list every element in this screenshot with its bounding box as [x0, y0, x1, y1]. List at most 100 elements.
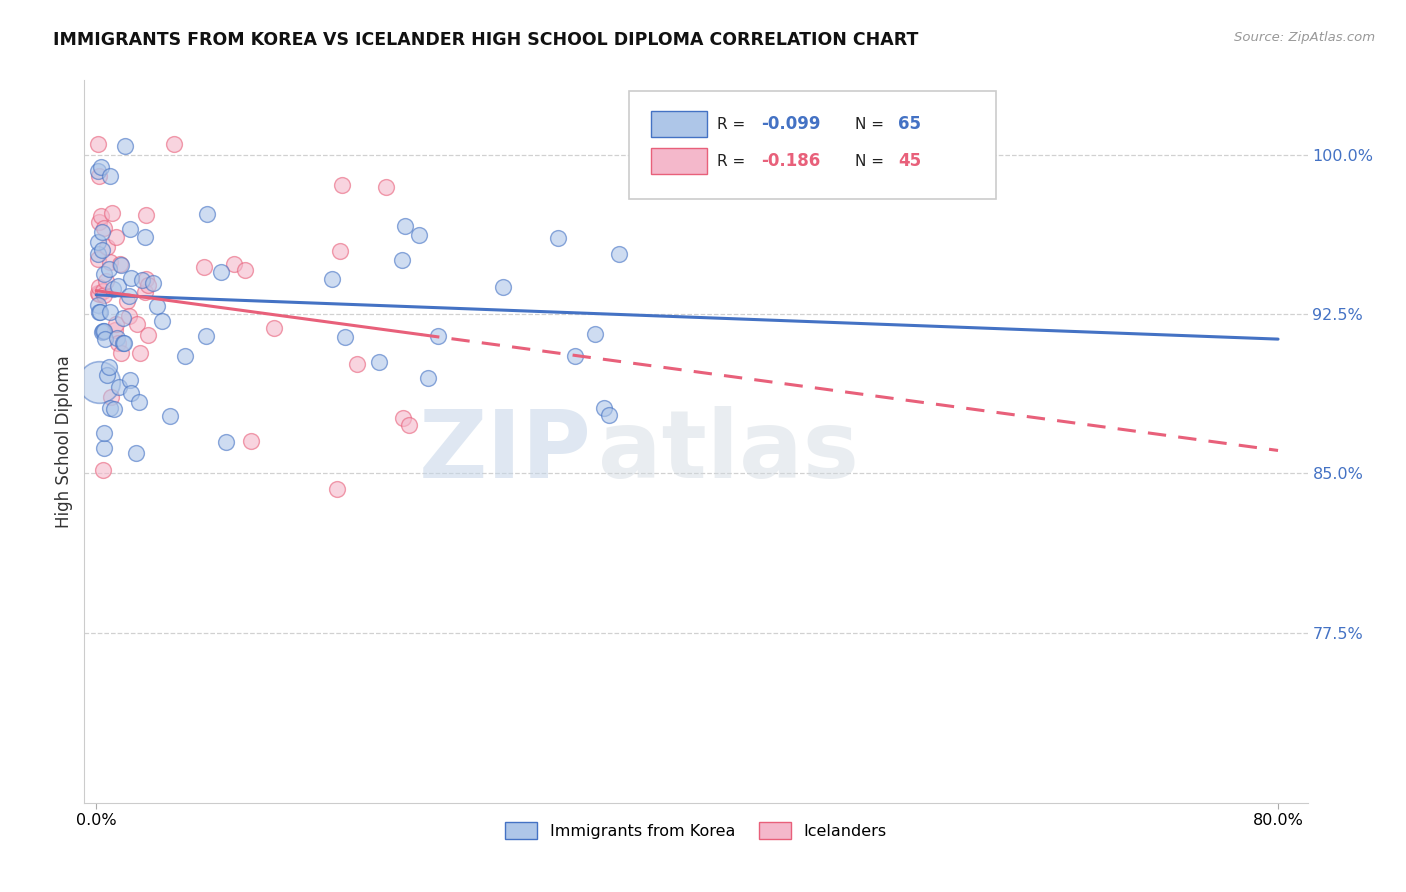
Point	[418, 370, 440, 384]
Point	[93, 288, 115, 302]
Point	[193, 260, 215, 274]
Point	[87, 169, 110, 183]
Y-axis label: High School Diploma: High School Diploma	[55, 355, 73, 528]
Point	[104, 323, 127, 337]
FancyBboxPatch shape	[651, 112, 707, 137]
Point	[110, 346, 132, 360]
Point	[136, 278, 159, 293]
Point	[93, 425, 115, 440]
Point	[209, 265, 232, 279]
Point	[128, 395, 150, 409]
Text: atlas: atlas	[598, 407, 859, 499]
Point	[97, 360, 120, 375]
Point	[94, 332, 117, 346]
Point	[86, 285, 108, 300]
Point	[91, 284, 114, 298]
Point	[326, 482, 349, 496]
Legend: Immigrants from Korea, Icelanders: Immigrants from Korea, Icelanders	[499, 816, 893, 846]
Point	[329, 244, 352, 259]
Point	[93, 441, 115, 455]
Point	[118, 373, 141, 387]
Point	[346, 357, 368, 371]
Point	[86, 246, 108, 260]
Point	[367, 355, 389, 369]
Point	[90, 160, 112, 174]
Point	[131, 273, 153, 287]
Point	[159, 409, 181, 423]
Point	[125, 317, 148, 331]
Point	[87, 305, 110, 319]
Text: ZIP: ZIP	[419, 407, 592, 499]
Point	[96, 239, 118, 253]
Point	[91, 244, 114, 258]
Point	[492, 280, 515, 294]
Point	[98, 169, 121, 184]
Point	[392, 411, 415, 425]
Point	[105, 331, 128, 345]
Point	[125, 446, 148, 460]
Point	[173, 349, 195, 363]
Point	[110, 258, 132, 272]
Text: -0.099: -0.099	[761, 115, 820, 133]
Point	[101, 282, 124, 296]
Point	[195, 329, 218, 343]
Point	[97, 261, 120, 276]
Point	[135, 272, 157, 286]
Point	[598, 409, 620, 423]
Point	[91, 324, 114, 338]
Point	[120, 271, 142, 285]
Point	[118, 289, 141, 303]
Point	[89, 305, 111, 319]
Point	[96, 274, 118, 288]
Point	[93, 268, 115, 282]
Point	[120, 222, 142, 236]
Point	[101, 206, 124, 220]
Point	[233, 263, 256, 277]
Point	[89, 375, 111, 389]
Point	[583, 326, 606, 341]
Point	[96, 368, 118, 383]
Point	[86, 252, 108, 266]
Point	[142, 276, 165, 290]
Point	[134, 285, 156, 300]
Point	[135, 209, 157, 223]
Point	[103, 401, 125, 416]
Point	[98, 255, 121, 269]
Point	[107, 335, 129, 350]
Point	[114, 139, 136, 153]
Point	[321, 272, 343, 286]
Point	[150, 314, 173, 328]
Point	[86, 136, 108, 151]
Point	[136, 327, 159, 342]
Point	[105, 230, 128, 244]
Text: Source: ZipAtlas.com: Source: ZipAtlas.com	[1234, 31, 1375, 45]
Text: R =: R =	[717, 117, 749, 132]
Point	[91, 325, 114, 339]
Point	[427, 328, 450, 343]
Point	[224, 258, 246, 272]
Point	[146, 299, 169, 313]
Point	[112, 336, 135, 351]
Point	[104, 317, 127, 331]
Text: IMMIGRANTS FROM KOREA VS ICELANDER HIGH SCHOOL DIPLOMA CORRELATION CHART: IMMIGRANTS FROM KOREA VS ICELANDER HIGH …	[53, 31, 918, 49]
Point	[118, 309, 141, 323]
Point	[240, 434, 263, 448]
Point	[564, 349, 586, 363]
Point	[391, 252, 413, 267]
Point	[93, 221, 115, 235]
Point	[128, 345, 150, 359]
Point	[86, 298, 108, 312]
Point	[398, 417, 420, 432]
Point	[547, 231, 569, 245]
Point	[112, 311, 135, 326]
Point	[195, 207, 218, 221]
Point	[107, 278, 129, 293]
Point	[90, 225, 112, 239]
Point	[607, 247, 630, 261]
FancyBboxPatch shape	[651, 148, 707, 174]
Point	[214, 434, 236, 449]
Point	[91, 463, 114, 477]
Point	[89, 214, 111, 228]
Point	[87, 286, 110, 301]
Text: 65: 65	[898, 115, 921, 133]
